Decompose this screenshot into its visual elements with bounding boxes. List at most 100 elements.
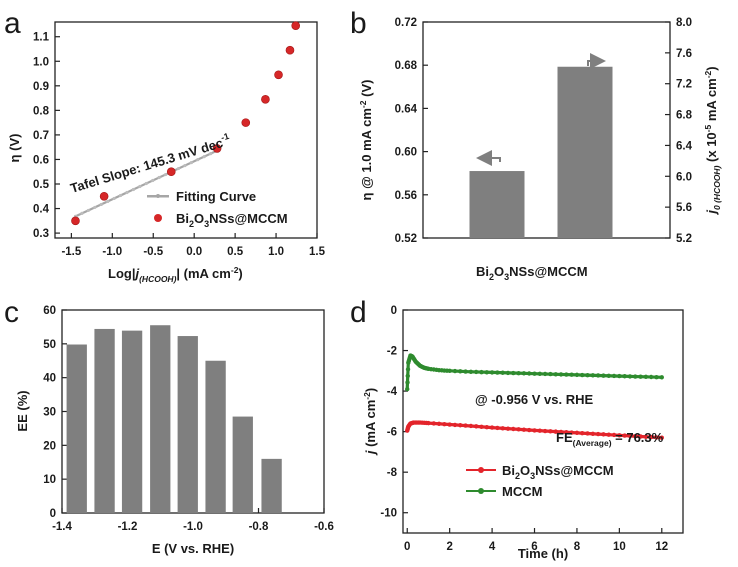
panel-d-xtick-label-6: 12 (655, 541, 668, 553)
panel-d-series-1-dot-15-3 (590, 373, 596, 378)
panel-d-series-1-dot-0-0 (405, 386, 410, 392)
panel-c-y-label: EE (%) (15, 390, 30, 431)
panel-d-series-1-dot-16-2 (606, 373, 611, 378)
panel-a-ytick-label-1: 0.4 (33, 204, 50, 216)
panel-a-fit-dot-11 (144, 181, 148, 186)
panel-d-series-0-dot-13-2 (606, 432, 611, 437)
panel-d-series-1-dot-16-1 (601, 373, 606, 378)
panel-d-series-1-dot-15-0 (574, 372, 580, 378)
panel-d-series-1-dot-10-2 (479, 369, 484, 375)
panel-d-series-1-dot-12-3 (527, 371, 532, 376)
panel-c-bar-4 (177, 336, 198, 513)
panel-a-frame (54, 21, 318, 239)
panel-d-series-1-dot-17-1 (622, 374, 627, 379)
panel-b-frame (422, 21, 671, 239)
panel-d-ytick-label-1: -2 (387, 346, 397, 358)
panel-d-legend-bi-marker (478, 467, 484, 473)
panel-a-fit-dot-9 (131, 187, 136, 192)
panel-b-right-ytick-label-1: 5.6 (676, 202, 692, 214)
panel-a-fit-dot-18 (189, 160, 193, 165)
panel-a-point-0 (71, 216, 80, 226)
panel-c-x-label: E (V vs. RHE) (152, 541, 234, 556)
panel-d-series-1-dot-0-2 (405, 373, 410, 379)
panel-d-series-1-dot-11-3 (505, 370, 511, 376)
panel-d-series-0-dot-7-2 (479, 424, 484, 429)
panel-a-tafel-sup: -1 (220, 131, 231, 143)
panel-label-d: d (350, 296, 367, 329)
panel-d-series-0-dot-8-0 (489, 425, 495, 430)
panel-c-xtick-label-3: -0.8 (249, 521, 269, 533)
panel-d-series-1-dot-11-0 (489, 370, 495, 375)
panel-d-series-1-dot-18-0 (638, 374, 643, 379)
panel-a-point-6 (274, 70, 283, 80)
panel-a-legend-data-label: Bi2O3NSs@MCCM (176, 211, 288, 229)
panel-c-bars (66, 325, 282, 513)
panel-a-fit-dot-16 (176, 166, 181, 171)
panel-b-right-ytick-label-4: 6.8 (676, 110, 693, 122)
panel-a-point-4 (241, 118, 251, 127)
panel-d-series-0-dot-5-2 (436, 421, 442, 427)
panel-d-legend: Bi2O3NSs@MCCM MCCM (466, 463, 614, 499)
panel-label-a: a (4, 7, 21, 40)
panel-a-ytick-label-8: 1.1 (33, 32, 50, 44)
panel-c-xtick-label-2: -1.0 (183, 521, 203, 533)
panel-a-tafel-plot: -1.5 -1.0 -0.5 0.0 0.5 1.0 1.5 0.3 0.4 0.5 0.6 0.7… (7, 21, 326, 284)
panel-d-series-1-dot-15-1 (580, 372, 585, 378)
panel-d-series-0-dot-10-2 (542, 428, 548, 434)
panel-d-series-1-dot-15-2 (585, 372, 590, 378)
panel-a-legend-fit-label: Fitting Curve (176, 189, 256, 204)
panel-b-right-ytick-label-7: 8.0 (676, 17, 692, 29)
panel-d-series-0-dot-5-3 (442, 421, 447, 427)
panel-d-series-1-dot-17-2 (627, 374, 633, 379)
panel-d-ytick-label-5: -10 (380, 508, 397, 520)
panel-d-ytick-label-3: -6 (387, 427, 397, 439)
panel-a-ytick-label-4: 0.7 (33, 130, 49, 142)
panel-d-series-1-dot-0-1 (405, 380, 410, 385)
panel-a-xtick-label-6: 1.5 (309, 246, 326, 258)
panel-d-series-0-dot-11-3 (569, 430, 574, 435)
panel-d-series-1-dot-17-3 (633, 374, 638, 379)
panel-d-series-0-dot-8-2 (500, 426, 505, 431)
panel-d-series-0-dot-15-1 (643, 434, 649, 440)
panel-b-right-ticks: 5.2 5.6 6.0 6.4 6.8 7.2 7.6 8.0 (665, 17, 693, 245)
panel-d-series-1-dot-13-0 (532, 371, 537, 376)
panel-d-series-1-dot-16-0 (595, 373, 601, 378)
panel-d-series-0-dot-6-3 (463, 423, 468, 428)
panel-d-series-1-dot-12-2 (521, 371, 527, 376)
panel-a-fit-dot-4 (99, 202, 103, 207)
panel-d-series-0-dot-9-1 (516, 427, 521, 432)
panel-a-data-points (71, 21, 301, 226)
panel-b-bars (469, 66, 613, 238)
panel-d-legend-mccm-marker (478, 488, 484, 494)
panel-a-ytick-label-5: 0.8 (33, 105, 50, 117)
panel-d-series-0-dot-7-0 (468, 423, 474, 429)
panel-c-bar-2 (121, 330, 143, 513)
panel-b-bar-chart: 0.52 0.56 0.60 0.64 0.68 0.72 5.2 5.6 6.0 6.4 6.8… (358, 17, 722, 282)
panel-b-right-ytick-label-2: 6.0 (676, 171, 692, 183)
panel-d-series-0-dot-10-3 (548, 429, 553, 434)
panel-d-series-1-dot-9-0 (447, 368, 452, 374)
panel-d-series-0-dot-9-2 (521, 427, 527, 432)
panel-d-series-1-dot-14-1 (558, 372, 564, 377)
panel-d-series-0-dot-14-3 (633, 433, 638, 439)
panel-d-series (405, 353, 664, 440)
panel-d-series-1-dot-12-1 (516, 371, 521, 376)
panel-a-fit-dot-7 (118, 193, 123, 198)
panel-d-series-1-dot-16-3 (611, 373, 617, 379)
panel-d-series-1-dot-17-0 (617, 373, 622, 379)
panel-b-left-arrow (476, 150, 501, 166)
panel-d-series-1-dot-9-3 (463, 369, 468, 374)
panel-d-series-0-dot-7-3 (484, 424, 489, 430)
panel-d-series-0-dot-15-0 (638, 434, 643, 439)
panel-d-series-1-dot-18-1 (643, 374, 649, 380)
panel-c-ytick-label-4: 40 (43, 373, 56, 385)
panel-a-point-5 (261, 95, 270, 104)
panel-d-series-1-dot-11-2 (500, 370, 505, 375)
panel-c-ytick-label-6: 60 (43, 305, 56, 317)
panel-c-y-ticks: 0 10 20 30 40 50 60 (43, 305, 67, 520)
panel-c-ytick-label-0: 0 (50, 508, 56, 520)
panel-c-xtick-label-0: -1.4 (52, 521, 72, 533)
panel-a-xtick-label-2: -0.5 (143, 246, 163, 258)
panel-d-series-1-dot-13-3 (548, 371, 553, 377)
